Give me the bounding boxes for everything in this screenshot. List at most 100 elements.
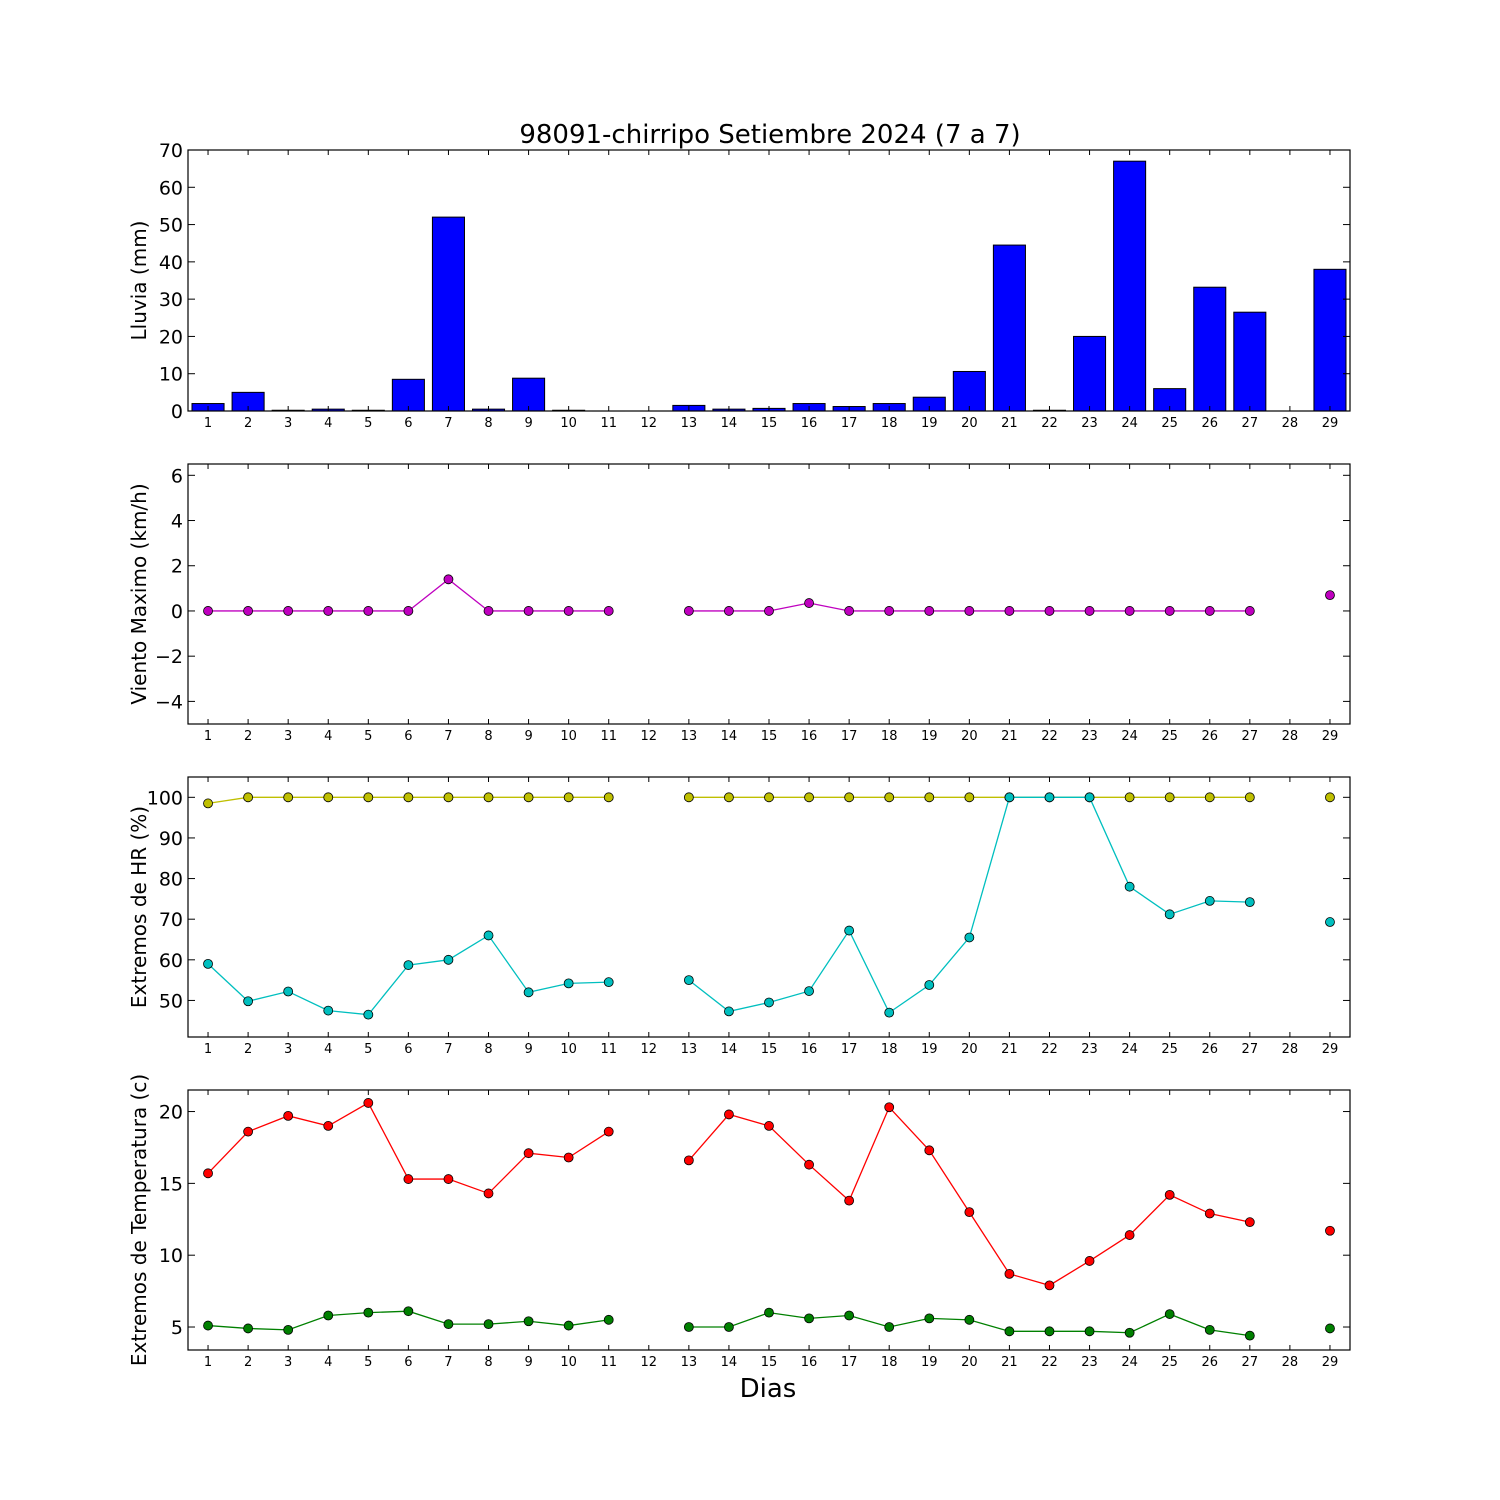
x-tick-label: 28 <box>1282 729 1299 744</box>
x-tick-label: 14 <box>721 416 738 431</box>
point-day-17 <box>844 792 855 803</box>
x-tick-label: 28 <box>1282 1042 1299 1057</box>
point-day-6 <box>403 1174 414 1184</box>
x-tick-label: 26 <box>1201 1355 1218 1370</box>
x-tick-label: 21 <box>1001 1355 1018 1370</box>
panel-3: 1 2 3 4 5 6 7 8 9 10 11 12 13 14 15 16 17 18 19 20 21 22 23 24 2… <box>127 776 1351 1057</box>
x-tick-label: 23 <box>1081 1355 1098 1370</box>
x-tick-label: 15 <box>761 729 778 744</box>
point-day-23 <box>1084 1326 1095 1337</box>
point-day-15 <box>764 606 774 616</box>
x-tick-label: 13 <box>681 1042 698 1057</box>
x-tick-label: 16 <box>801 1042 818 1057</box>
panel-2: 1 2 3 4 5 6 7 8 9 10 11 12 13 14 15 16 17 18 19 20 21 22 23 24 2… <box>127 463 1351 744</box>
point-day-8 <box>483 930 494 941</box>
x-tick-label: 1 <box>204 416 212 431</box>
point-day-22 <box>1044 1280 1055 1291</box>
x-tick-label: 17 <box>841 1042 858 1057</box>
point-day-20 <box>964 932 975 943</box>
x-tick-label: 24 <box>1121 729 1138 744</box>
point-day-9 <box>523 792 534 803</box>
y-tick-label: 40 <box>159 252 183 274</box>
x-tick-label: 20 <box>961 1355 978 1370</box>
x-tick-label: 13 <box>681 416 698 431</box>
x-tick-label: 13 <box>681 1355 698 1370</box>
x-tick-label: 8 <box>484 416 492 431</box>
series-2 <box>203 792 1335 1020</box>
bar-day-26 <box>1193 286 1227 412</box>
panels: 1 2 3 4 5 6 7 8 9 10 11 12 13 14 15 16 17 18 19 20 21 22 23 24 2… <box>127 140 1351 1370</box>
series-2 <box>203 1306 1335 1341</box>
x-tick-label: 17 <box>841 729 858 744</box>
point-day-13 <box>683 1155 694 1166</box>
point-day-18 <box>884 792 895 803</box>
x-tick-label: 3 <box>284 416 292 431</box>
x-tick-label: 5 <box>364 729 372 744</box>
y-tick-label: 2 <box>171 556 183 578</box>
x-tick-label: 2 <box>244 416 252 431</box>
x-tick-label: 6 <box>404 729 412 744</box>
point-day-26 <box>1204 1324 1215 1335</box>
y-tick-label: 10 <box>159 364 183 386</box>
y-tick-label: 100 <box>147 787 183 809</box>
x-tick-label: 23 <box>1081 1042 1098 1057</box>
x-tick-label: 1 <box>204 1355 212 1370</box>
point-day-13 <box>683 792 694 803</box>
point-day-17 <box>844 1195 855 1206</box>
point-day-29 <box>1325 1323 1335 1334</box>
point-day-24 <box>1124 881 1135 892</box>
x-tick-label: 7 <box>444 1042 452 1057</box>
x-tick-label: 23 <box>1081 416 1098 431</box>
y-tick-label: 50 <box>159 215 183 237</box>
point-day-19 <box>924 1145 935 1156</box>
point-day-27 <box>1244 897 1255 908</box>
point-day-7 <box>443 792 454 803</box>
point-day-18 <box>884 1007 895 1018</box>
point-day-4 <box>323 1121 334 1131</box>
point-day-20 <box>964 792 975 803</box>
point-day-13 <box>683 1322 694 1332</box>
point-day-4 <box>323 606 334 616</box>
y-tick-label: 60 <box>159 177 183 199</box>
x-tick-label: 28 <box>1282 416 1299 431</box>
point-day-10 <box>563 978 574 989</box>
point-day-11 <box>603 1314 614 1325</box>
x-tick-label: 4 <box>324 1355 332 1370</box>
y-axis-label: Viento Maximo (km/h) <box>127 483 151 704</box>
x-tick-label: 11 <box>600 1042 617 1057</box>
x-tick-label: 10 <box>560 416 577 431</box>
x-tick-label: 9 <box>524 416 532 431</box>
point-day-16 <box>804 598 814 608</box>
point-day-23 <box>1084 1256 1095 1266</box>
point-day-10 <box>563 792 574 803</box>
point-day-16 <box>804 1159 814 1170</box>
point-day-3 <box>283 1110 294 1121</box>
point-day-16 <box>804 1313 814 1324</box>
point-day-5 <box>363 1307 374 1318</box>
point-day-7 <box>443 1174 454 1184</box>
x-tick-label: 29 <box>1322 1355 1339 1370</box>
point-day-19 <box>924 980 935 990</box>
point-day-18 <box>884 1102 895 1113</box>
x-tick-label: 6 <box>404 1355 412 1370</box>
x-tick-label: 20 <box>961 416 978 431</box>
point-day-18 <box>884 1322 895 1332</box>
y-tick-label: 6 <box>171 465 183 487</box>
point-day-2 <box>243 1126 254 1137</box>
x-tick-label: 16 <box>801 729 818 744</box>
point-day-5 <box>363 1098 374 1108</box>
point-day-1 <box>203 1168 213 1179</box>
point-day-8 <box>483 1319 494 1330</box>
point-day-3 <box>283 792 294 803</box>
x-tick-label: 16 <box>801 1355 818 1370</box>
bar-day-27 <box>1233 311 1267 412</box>
panel-4: 1 2 3 4 5 6 7 8 9 10 11 12 13 14 15 16 17 18 19 20 21 22 23 24 2… <box>127 1074 1351 1370</box>
y-tick-label: 20 <box>159 1102 183 1124</box>
x-tick-label: 7 <box>444 416 452 431</box>
point-day-5 <box>363 606 374 616</box>
point-day-16 <box>804 792 814 803</box>
x-axis: 1 2 3 4 5 6 7 8 9 10 11 12 13 14 15 16 17 18 19 20 21 22 23 24 2… <box>204 150 1338 431</box>
y-tick-label: −2 <box>155 646 183 668</box>
bar-day-20 <box>952 370 986 412</box>
x-tick-label: 17 <box>841 1355 858 1370</box>
